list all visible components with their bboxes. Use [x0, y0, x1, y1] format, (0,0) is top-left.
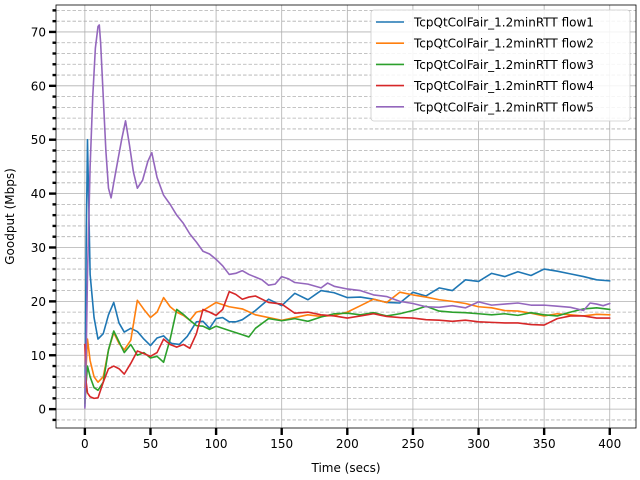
y-axis-label: Goodput (Mbps)	[3, 168, 17, 265]
x-tick-label: 0	[81, 437, 89, 451]
axis-ticks: 0 10 20 30 40 50 60 70 0 50 100 150 200 250 300 350 400	[31, 9, 621, 451]
x-axis-label: Time (secs)	[310, 461, 380, 475]
y-tick-label: 60	[31, 79, 46, 93]
y-tick-label: 0	[38, 403, 46, 417]
legend-label-flow4: TcpQtColFair_1.2minRTT flow4	[413, 79, 594, 93]
y-tick-label: 70	[31, 25, 46, 39]
legend-label-flow1: TcpQtColFair_1.2minRTT flow1	[413, 16, 594, 30]
y-tick-label: 50	[31, 133, 46, 147]
legend-label-flow2: TcpQtColFair_1.2minRTT flow2	[413, 37, 594, 51]
x-tick-label: 300	[467, 437, 490, 451]
series-lines	[84, 24, 611, 409]
series-line-flow3	[84, 305, 611, 405]
y-tick-label: 30	[31, 241, 46, 255]
x-tick-label: 150	[270, 437, 293, 451]
legend: TcpQtColFair_1.2minRTT flow1 TcpQtColFair…	[370, 9, 631, 122]
series-line-flow4	[84, 290, 611, 400]
legend-label-flow5: TcpQtColFair_1.2minRTT flow5	[413, 100, 594, 114]
grid-lines	[56, 5, 636, 428]
x-tick-label: 200	[336, 437, 359, 451]
plot-frame	[55, 4, 637, 429]
legend-label-flow3: TcpQtColFair_1.2minRTT flow3	[413, 58, 594, 72]
y-tick-label: 40	[31, 187, 46, 201]
series-line-flow5	[84, 24, 611, 409]
x-tick-label: 400	[598, 437, 621, 451]
legend-box	[370, 9, 631, 122]
y-tick-label: 10	[31, 349, 46, 363]
x-tick-label: 100	[205, 437, 228, 451]
y-tick-label: 20	[31, 295, 46, 309]
series-line-flow1	[84, 138, 611, 408]
x-tick-label: 50	[143, 437, 158, 451]
x-tick-label: 250	[401, 437, 424, 451]
x-tick-label: 350	[533, 437, 556, 451]
